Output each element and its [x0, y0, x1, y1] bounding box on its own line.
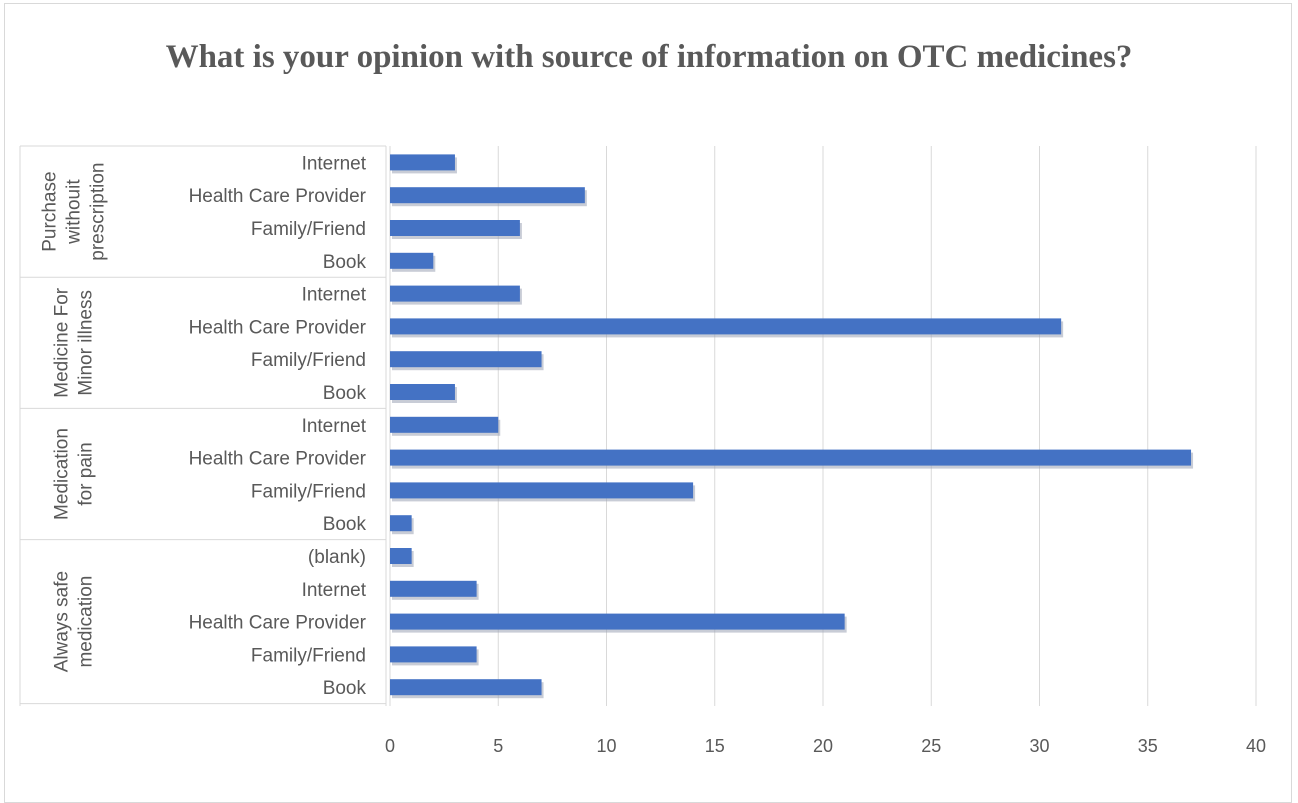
- group-label: Medication: [52, 428, 73, 520]
- category-label: Health Care Provider: [189, 449, 367, 470]
- group-label: prescription: [88, 162, 109, 260]
- chart-svg: 0 5 10 15 20 25 30 35 40 Internet Health Care Prov…: [19, 145, 1266, 756]
- group-label: Always safe: [52, 571, 73, 672]
- bar: [390, 515, 412, 532]
- category-label: Book: [323, 514, 367, 535]
- bar: [390, 384, 455, 400]
- bar: [390, 679, 542, 696]
- bar: [390, 285, 520, 302]
- category-label: Family/Friend: [251, 350, 366, 371]
- bar: [390, 449, 1192, 466]
- bar: [390, 318, 1062, 335]
- bar: [390, 351, 542, 368]
- bar: [390, 154, 455, 171]
- chart-frame: [4, 3, 1292, 803]
- category-label: Book: [323, 252, 367, 273]
- category-label: Internet: [302, 580, 367, 601]
- bar: [390, 187, 585, 204]
- category-label: Internet: [302, 153, 367, 174]
- group-label: medication: [76, 576, 97, 668]
- x-tick-label: 10: [596, 736, 616, 756]
- group-label: for pain: [76, 442, 97, 505]
- group-label: withouit: [64, 179, 85, 245]
- category-label: Family/Friend: [251, 481, 366, 502]
- group-label: Minor illness: [76, 290, 97, 396]
- bar: [390, 613, 845, 630]
- group-label: Medicine For: [52, 287, 73, 397]
- category-label: Family/Friend: [251, 219, 366, 240]
- bar: [390, 252, 434, 269]
- bar: [390, 646, 477, 663]
- bar: [390, 482, 694, 499]
- category-label: Internet: [302, 416, 367, 437]
- category-label: Internet: [302, 285, 367, 306]
- category-label: Family/Friend: [251, 645, 366, 666]
- x-tick-label: 35: [1138, 736, 1158, 756]
- category-label: Health Care Provider: [189, 613, 367, 634]
- x-tick-label: 25: [921, 736, 941, 756]
- x-tick-label: 15: [705, 736, 725, 756]
- bar: [390, 416, 499, 433]
- category-label: Book: [323, 678, 367, 699]
- x-tick-label: 40: [1246, 736, 1266, 756]
- chart-title: What is your opinion with source of info…: [165, 39, 1133, 75]
- category-label: Health Care Provider: [189, 317, 367, 338]
- bar: [390, 548, 412, 564]
- group-label: Purchase: [40, 171, 61, 251]
- x-tick-label: 5: [493, 736, 503, 756]
- bar: [390, 220, 520, 236]
- category-label: Book: [323, 383, 367, 404]
- category-label: (blank): [308, 547, 366, 568]
- category-label: Health Care Provider: [189, 186, 367, 207]
- x-tick-label: 20: [813, 736, 833, 756]
- x-tick-label: 0: [385, 736, 395, 756]
- bar: [390, 580, 477, 597]
- x-tick-label: 30: [1029, 736, 1049, 756]
